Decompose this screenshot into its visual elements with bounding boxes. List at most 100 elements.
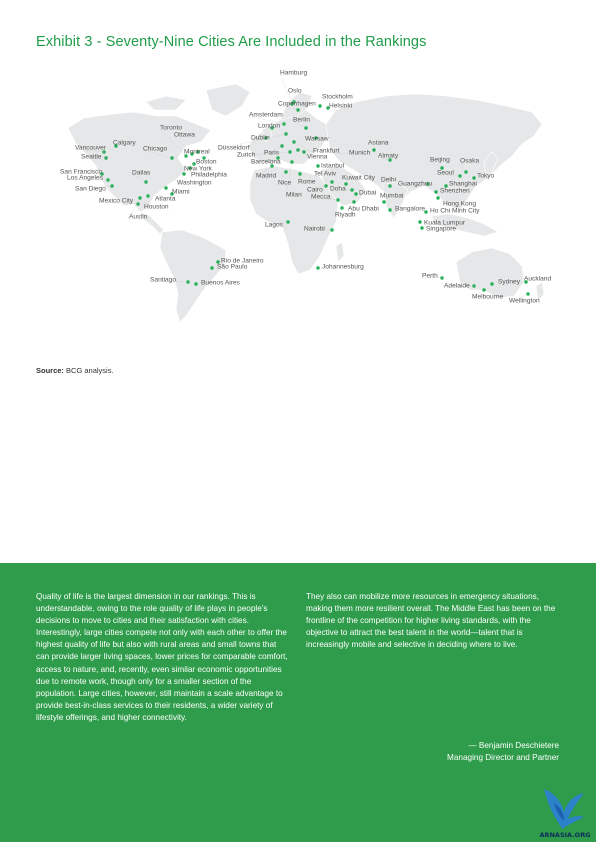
city-dot-vancouver xyxy=(102,150,106,154)
city-leader-hamburg xyxy=(279,73,293,105)
body-text-right: They also can mobilize more resources in… xyxy=(306,592,556,650)
city-label-helsinki: Helsinki xyxy=(329,102,353,110)
attribution: — Benjamin Deschietere Managing Director… xyxy=(447,740,559,764)
world-map-graphic xyxy=(59,73,545,323)
city-label-dubai: Dubai xyxy=(359,189,377,197)
city-dot-shanghai xyxy=(444,184,448,188)
city-label-auckland: Auckland xyxy=(524,275,552,283)
city-label-shanghai: Shanghai xyxy=(449,180,477,188)
city-leader-mexico-city xyxy=(98,201,139,205)
city-leader-mecca xyxy=(310,197,339,201)
city-label-nice: Nice xyxy=(278,179,292,187)
city-label-atlanta: Atlanta xyxy=(155,195,176,203)
city-leader-atlanta xyxy=(154,187,167,201)
city-dot-osaka xyxy=(464,170,468,174)
city-label-zurich: Zurich xyxy=(237,151,256,159)
city-dot-shenzhen xyxy=(434,190,438,194)
city-dot-houston xyxy=(146,194,150,198)
city-label-tel-aviv: Tel Aviv xyxy=(314,170,337,178)
city-leader-riyadh xyxy=(334,207,343,217)
city-label-johannesburg: Johannesburg xyxy=(322,263,364,271)
city-dot-almaty xyxy=(388,158,392,162)
city-label-vancouver: Vancouver xyxy=(75,144,107,152)
source-label: Source: xyxy=(36,366,64,375)
city-label-san-francisco: San Francisco xyxy=(60,168,103,176)
city-dot-seoul xyxy=(458,174,462,178)
body-text-left: Quality of life is the largest dimension… xyxy=(36,592,288,722)
city-label-singapore: Singapore xyxy=(426,225,457,233)
source-note: Source: BCG analysis. xyxy=(36,366,114,375)
city-dot-kuala-lumpur xyxy=(418,220,422,224)
city-leader-dusseldorf xyxy=(217,133,287,150)
city-dot-philadelphia xyxy=(188,166,192,170)
city-leader-paris xyxy=(263,145,283,155)
city-dot-bangalore xyxy=(388,208,392,212)
city-label-mexico-city: Mexico City xyxy=(99,197,134,205)
city-leader-almaty xyxy=(377,156,391,161)
city-label-chicago: Chicago xyxy=(143,145,168,153)
city-leader-chicago xyxy=(142,149,173,159)
city-label-warsaw: Warsaw xyxy=(305,135,329,143)
city-label-cairo: Cairo xyxy=(307,186,323,194)
city-label-abu-dhabi: Abu Dhabi xyxy=(348,205,379,213)
city-leader-copenhagen xyxy=(277,104,299,111)
city-label-dublin: Dublin xyxy=(251,134,270,142)
city-leader-tel-aviv xyxy=(313,174,333,183)
quote-panel: Quality of life is the largest dimension… xyxy=(0,563,596,842)
city-dot-auckland xyxy=(524,280,528,284)
city-label-seoul: Seoul xyxy=(437,169,454,177)
city-leader-madrid xyxy=(255,165,273,178)
city-leader-washington xyxy=(176,173,185,185)
city-leader-beijing xyxy=(429,160,443,169)
city-dot-sao-paulo xyxy=(210,266,214,270)
city-leader-lagos xyxy=(264,221,289,227)
city-leader-osaka xyxy=(459,161,467,173)
city-label-seattle: Seattle xyxy=(81,153,102,161)
city-label-almaty: Almaty xyxy=(378,152,399,160)
city-label-hong-kong: Hong Kong xyxy=(443,200,476,208)
city-leader-barcelona xyxy=(250,157,279,164)
city-label-delhi: Delhi xyxy=(381,176,397,184)
city-leader-guangzhou xyxy=(397,183,429,186)
city-label-austin: Austin xyxy=(129,213,148,221)
city-label-stockholm: Stockholm xyxy=(322,93,353,101)
city-label-santiago: Santiago xyxy=(150,276,177,284)
city-label-hamburg: Hamburg xyxy=(280,69,308,77)
city-dot-sydney xyxy=(490,282,494,286)
city-leader-warsaw xyxy=(304,137,317,141)
city-label-houston: Houston xyxy=(144,203,169,211)
exhibit-title: Exhibit 3 - Seventy-Nine Cities Are Incl… xyxy=(36,34,427,50)
city-dot-dubai xyxy=(354,192,358,196)
city-dot-tokyo xyxy=(472,176,476,180)
city-label-milan: Milan xyxy=(286,191,302,199)
city-leader-amsterdam xyxy=(248,115,285,125)
city-label-philadelphia: Philadelphia xyxy=(191,171,227,179)
city-leader-san-francisco xyxy=(59,172,103,175)
city-label-perth: Perth xyxy=(422,272,438,280)
city-label-dusseldorf: Düsseldorf xyxy=(218,144,250,152)
city-label-nairobi: Nairobi xyxy=(304,225,325,233)
city-dot-istanbul xyxy=(316,164,320,168)
city-label-astana: Astana xyxy=(368,139,389,147)
city-label-toronto: Toronto xyxy=(160,124,182,132)
city-label-los-angeles: Los Angeles xyxy=(67,174,103,182)
city-dot-beijing xyxy=(440,166,444,170)
city-label-frankfurt: Frankfurt xyxy=(313,147,340,155)
city-label-mecca: Mecca xyxy=(311,193,331,201)
city-label-istanbul: Istanbul xyxy=(321,162,345,170)
source-text: BCG analysis. xyxy=(66,366,114,375)
city-label-oslo: Oslo xyxy=(288,87,302,95)
logo-text: ARNASIA.ORG xyxy=(539,831,591,839)
city-leader-abu-dhabi xyxy=(347,201,355,211)
city-leader-houston xyxy=(143,195,149,209)
attribution-name: — Benjamin Deschietere xyxy=(468,741,559,750)
city-leader-austin xyxy=(128,197,141,219)
city-label-buenos-aires: Buenos Aires xyxy=(201,279,240,287)
city-leader-dallas xyxy=(131,173,147,183)
city-label-beijing: Beijing xyxy=(430,156,450,164)
city-leader-delhi xyxy=(380,180,391,187)
city-dot-delhi xyxy=(388,184,392,188)
city-dot-singapore xyxy=(420,226,424,230)
city-leader-san-diego xyxy=(74,185,113,191)
city-label-miami: Miami xyxy=(172,188,190,196)
